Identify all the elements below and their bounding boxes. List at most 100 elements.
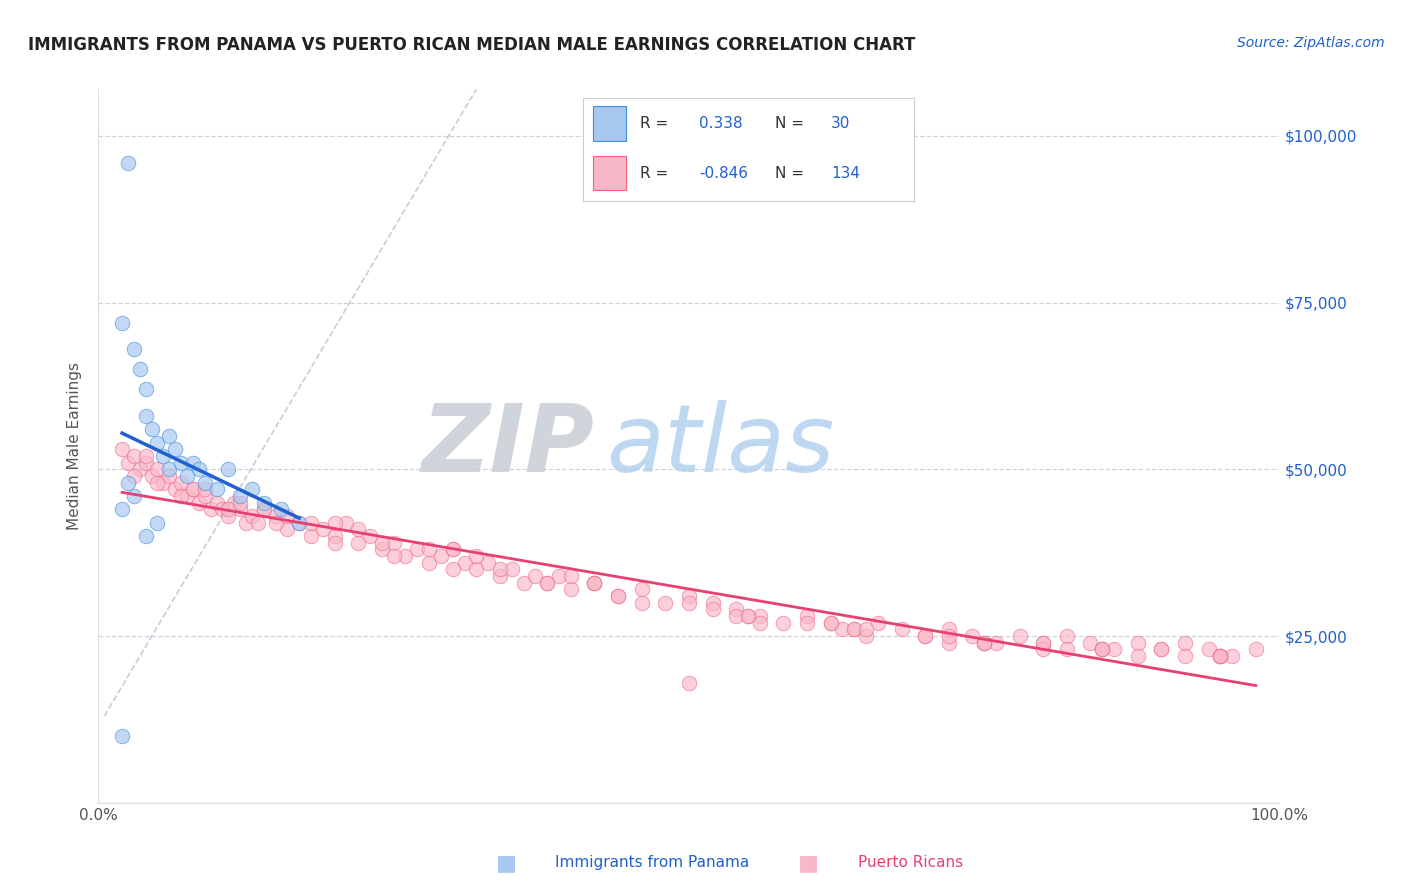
Point — [938, 623, 960, 637]
Point — [128, 362, 150, 376]
Point — [217, 462, 239, 476]
Point — [820, 615, 842, 630]
Point — [146, 462, 169, 476]
Point — [938, 629, 960, 643]
Point — [165, 442, 187, 457]
Point — [489, 569, 512, 583]
Text: ■: ■ — [496, 854, 516, 873]
Point — [170, 475, 193, 490]
Point — [441, 562, 464, 576]
Point — [748, 609, 770, 624]
Point — [224, 496, 246, 510]
Point — [312, 522, 335, 536]
Point — [229, 489, 252, 503]
Point — [630, 582, 652, 597]
Point — [844, 623, 866, 637]
Point — [548, 569, 571, 583]
Point — [607, 589, 630, 603]
Point — [465, 562, 488, 576]
Point — [135, 409, 157, 423]
Point — [200, 502, 222, 516]
Point — [737, 609, 759, 624]
Point — [194, 475, 217, 490]
Point — [796, 615, 818, 630]
Point — [205, 496, 228, 510]
Point — [335, 516, 357, 530]
FancyBboxPatch shape — [593, 155, 627, 190]
Point — [406, 542, 429, 557]
Point — [270, 502, 292, 516]
Point — [560, 569, 582, 583]
Point — [111, 502, 134, 516]
Text: -0.846: -0.846 — [699, 166, 748, 180]
Point — [524, 569, 547, 583]
Point — [141, 422, 163, 436]
Point — [382, 535, 405, 549]
Point — [264, 509, 287, 524]
Point — [560, 582, 582, 597]
Point — [359, 529, 381, 543]
Point — [217, 502, 239, 516]
Point — [117, 155, 139, 169]
Point — [157, 429, 180, 443]
Point — [1102, 642, 1125, 657]
Point — [181, 456, 204, 470]
Point — [128, 462, 150, 476]
Point — [418, 556, 440, 570]
Point — [748, 615, 770, 630]
Point — [288, 516, 311, 530]
Point — [1209, 649, 1232, 664]
Point — [914, 629, 936, 643]
Point — [678, 589, 700, 603]
Y-axis label: Median Male Earnings: Median Male Earnings — [67, 362, 83, 530]
Point — [347, 535, 370, 549]
Point — [973, 636, 995, 650]
Point — [441, 542, 464, 557]
Point — [583, 575, 606, 590]
Point — [146, 516, 169, 530]
Point — [536, 575, 558, 590]
Text: ZIP: ZIP — [422, 400, 595, 492]
Point — [962, 629, 984, 643]
Point — [938, 636, 960, 650]
Point — [501, 562, 523, 576]
Point — [1244, 642, 1267, 657]
Point — [737, 609, 759, 624]
Point — [187, 496, 209, 510]
Point — [111, 316, 134, 330]
Point — [844, 623, 866, 637]
Point — [217, 509, 239, 524]
Point — [1080, 636, 1102, 650]
Text: Puerto Ricans: Puerto Ricans — [858, 855, 963, 870]
Point — [371, 535, 394, 549]
Point — [170, 456, 193, 470]
Point — [1150, 642, 1173, 657]
Point — [855, 629, 877, 643]
Point — [299, 529, 322, 543]
Point — [1126, 649, 1149, 664]
Point — [1056, 629, 1078, 643]
Text: 30: 30 — [831, 116, 851, 131]
Point — [176, 489, 198, 503]
Point — [276, 509, 298, 524]
Point — [1198, 642, 1220, 657]
Text: Source: ZipAtlas.com: Source: ZipAtlas.com — [1237, 36, 1385, 50]
Point — [489, 562, 512, 576]
Point — [441, 542, 464, 557]
Point — [477, 556, 499, 570]
Point — [772, 615, 794, 630]
Point — [678, 675, 700, 690]
Point — [146, 475, 169, 490]
Point — [211, 502, 233, 516]
Point — [382, 549, 405, 563]
Point — [264, 516, 287, 530]
Point — [890, 623, 912, 637]
Point — [1056, 642, 1078, 657]
Point — [235, 516, 257, 530]
Point — [122, 469, 145, 483]
Text: 134: 134 — [831, 166, 860, 180]
Point — [157, 469, 180, 483]
Point — [181, 483, 204, 497]
Point — [702, 602, 724, 616]
Point — [117, 475, 139, 490]
